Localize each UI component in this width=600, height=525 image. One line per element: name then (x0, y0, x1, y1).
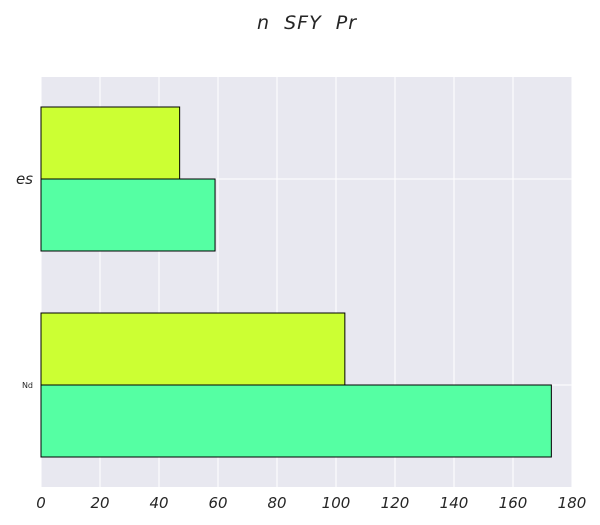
bar-Nd-series-2 (40, 384, 552, 458)
x-tick-label: 60 (208, 494, 227, 512)
x-tick-label: 180 (558, 494, 587, 512)
bars (40, 106, 552, 458)
x-tick-label: 40 (149, 494, 168, 512)
y-tick-label: Nd (22, 381, 33, 390)
bar-Nd-series-1 (40, 312, 346, 386)
y-axis-ticks: es Nd (16, 170, 33, 390)
bar-es-series-1 (40, 106, 181, 180)
x-axis-ticks: 0 20 40 60 80 100 120 140 160 180 (36, 494, 586, 512)
x-tick-label: 100 (322, 494, 351, 512)
x-tick-label: 140 (440, 494, 469, 512)
x-tick-label: 160 (499, 494, 528, 512)
x-tick-label: 20 (90, 494, 109, 512)
bar-es-series-2 (40, 178, 216, 252)
x-tick-label: 120 (381, 494, 410, 512)
x-tick-label: 80 (267, 494, 286, 512)
x-tick-label: 0 (36, 494, 46, 512)
y-tick-label: es (16, 170, 33, 188)
chart-title: n SFY Pr (257, 12, 357, 34)
